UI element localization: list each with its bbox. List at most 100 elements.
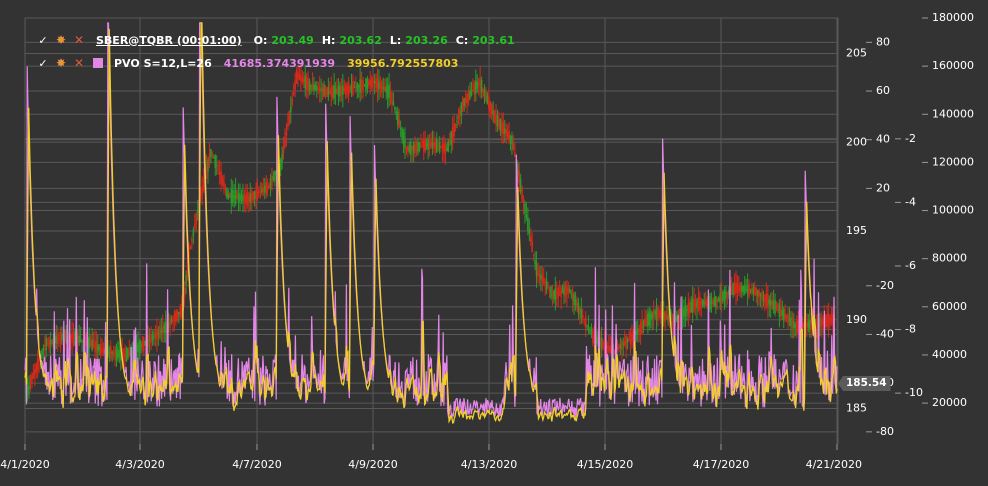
check-icon[interactable]: ✓	[38, 56, 48, 70]
candle-body	[109, 346, 112, 359]
pvo-signal-line	[24, 21, 838, 419]
close-icon[interactable]: ✕	[73, 33, 85, 47]
candle-body	[98, 347, 101, 350]
candle-body	[725, 290, 727, 299]
close-icon[interactable]: ✕	[73, 56, 85, 70]
candle-body	[684, 305, 687, 317]
candle-body	[298, 74, 301, 80]
candle-body	[690, 301, 693, 312]
candle-body	[450, 131, 453, 145]
time-axis: 4/1/2020 4/3/2020 4/7/2020 4/9/2020 4/13/202…	[0, 444, 862, 471]
candle-body	[548, 287, 551, 293]
candle-body	[696, 299, 698, 308]
candle-body	[102, 347, 105, 354]
candle-body	[305, 76, 308, 90]
candle-body	[482, 88, 484, 91]
candle-body	[373, 80, 376, 84]
close-label: C:	[455, 33, 469, 47]
candle-body	[255, 189, 257, 199]
candle-body	[370, 77, 373, 88]
candle-body	[613, 349, 616, 353]
candle-body	[467, 91, 470, 102]
candle-body	[388, 84, 390, 99]
candle-body	[223, 182, 225, 189]
candle-body	[730, 286, 733, 295]
candle-series-name[interactable]: SBER@TQBR (00:01:00)	[96, 33, 242, 47]
candle-body	[186, 260, 189, 274]
candle-body	[153, 336, 155, 338]
color-swatch[interactable]	[93, 58, 103, 68]
candle-body	[288, 110, 291, 125]
candle-body	[691, 298, 694, 313]
candle-body	[785, 316, 788, 319]
volume-tick-label: 180000	[932, 11, 974, 24]
candle-body	[34, 369, 36, 375]
candle-body	[317, 88, 320, 90]
candle-body	[346, 86, 348, 93]
candle-body	[360, 80, 363, 91]
check-icon[interactable]: ✓	[38, 33, 48, 47]
candle-body	[95, 340, 98, 354]
candle-body	[176, 309, 179, 321]
gear-icon[interactable]: ✸	[55, 33, 67, 47]
candle-body	[231, 190, 234, 203]
gear-icon[interactable]: ✸	[55, 56, 67, 70]
candle-body	[159, 325, 161, 339]
candle-body	[631, 333, 633, 342]
candle-body	[514, 152, 516, 157]
candle-body	[739, 283, 742, 294]
candle-body	[662, 312, 665, 320]
candle-body	[787, 314, 789, 324]
candle-body	[194, 223, 196, 228]
candle-body	[32, 372, 35, 379]
candle-body	[154, 333, 157, 338]
candle-body	[372, 81, 374, 83]
candle-body	[790, 317, 792, 326]
candle-body	[350, 84, 353, 93]
candle-body	[732, 284, 734, 295]
time-tick-label: 4/3/2020	[115, 458, 164, 471]
candle-body	[365, 78, 367, 90]
candle-body	[581, 315, 584, 318]
candle-body	[175, 311, 177, 322]
candle-body	[761, 291, 763, 301]
candle-body	[323, 84, 325, 97]
candle-body	[488, 97, 490, 109]
candle-body	[189, 246, 192, 250]
candle-body	[294, 81, 296, 90]
close-value: 203.61	[472, 33, 515, 47]
candle-body	[431, 142, 434, 147]
candle-body	[173, 313, 176, 323]
candle-body	[537, 268, 539, 276]
candle-body	[212, 157, 215, 159]
candle-body	[453, 123, 455, 136]
candle-body	[717, 298, 720, 301]
candle-body	[726, 292, 729, 295]
time-tick-label: 4/13/2020	[461, 458, 517, 471]
candle-body	[412, 142, 415, 154]
candle-body	[590, 332, 593, 335]
candle-body	[772, 301, 775, 310]
candle-body	[693, 299, 695, 310]
candle-body	[385, 86, 387, 93]
candle-body	[541, 275, 544, 282]
price-tick-label: 185	[846, 402, 867, 415]
candle-body	[608, 345, 610, 351]
candle-body	[743, 285, 746, 294]
candle-body	[451, 127, 454, 141]
candle-body	[644, 320, 646, 326]
low-label: L:	[389, 33, 402, 47]
candle-body	[535, 263, 538, 277]
candle-body	[214, 155, 217, 168]
candle-body	[463, 98, 466, 107]
pvo-tick-label: 40	[876, 133, 890, 146]
candle-body	[555, 292, 558, 295]
candle-body	[489, 101, 492, 111]
candle-body	[570, 293, 573, 295]
candle-body	[343, 88, 346, 92]
candle-body	[163, 324, 166, 333]
candle-body	[99, 343, 102, 355]
pvo-signal-value: 39956.792557803	[347, 56, 459, 70]
candle-body	[240, 195, 243, 201]
